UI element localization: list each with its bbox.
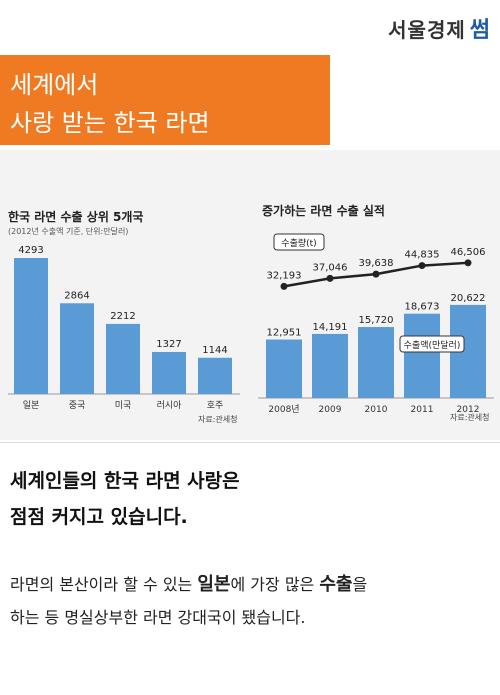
chart2-legend-bar: 수출액(만달러) (404, 339, 461, 351)
chart1-title: 한국 라면 수출 상위 5개국 (8, 210, 144, 224)
chart2-bar (312, 333, 348, 398)
headline-line-1: 세계인들의 한국 라면 사랑은 (10, 470, 240, 492)
chart1-bar (14, 258, 48, 394)
chart2-line-point (418, 262, 426, 270)
chart2-line-label: 46,506 (451, 247, 486, 258)
chart2-bar (358, 327, 394, 398)
chart2-bar-label: 20,622 (451, 293, 486, 304)
chart1-tick-label: 러시아 (157, 400, 183, 411)
charts-panel: 한국 라면 수출 상위 5개국 (2012년 수출액 기준, 단위:만달러) 4… (0, 150, 500, 440)
chart2-tick-label: 2010 (365, 405, 388, 415)
headline-line-2: 점점 커지고 있습니다. (10, 506, 188, 528)
chart2-line-point (326, 274, 334, 282)
chart1-subtitle: (2012년 수출액 기준, 단위:만달러) (8, 227, 129, 236)
chart1-tick-label: 미국 (115, 400, 132, 411)
chart1-bar (152, 351, 186, 394)
chart2-legend-bar-box (399, 335, 465, 353)
chart2-line-label: 37,046 (313, 262, 348, 273)
title-banner: 세계에서 사랑 받는 한국 라면 (0, 55, 330, 145)
chart2-line-point (464, 259, 472, 267)
chart1-bar (106, 323, 140, 394)
body-line-1: 라면의 본산이라 할 수 있는 일본에 가장 많은 수출을 (10, 570, 367, 596)
chart2-title: 증가하는 라면 수출 실적 (262, 204, 385, 218)
chart2-bar-label: 18,673 (405, 302, 440, 313)
chart2-line-label: 32,193 (267, 270, 302, 281)
chart1-bar (198, 357, 232, 394)
body-emphasis-export: 수출 (319, 574, 353, 595)
chart2-line-label: 39,638 (359, 258, 394, 269)
body-line-2: 하는 등 명실상부한 라면 강대국이 됐습니다. (10, 608, 306, 627)
chart1-source: 자료:관세청 (198, 415, 238, 424)
chart1-data-label: 4293 (18, 245, 43, 256)
chart2-bar (266, 339, 302, 398)
chart2-bar-label: 15,720 (359, 315, 394, 326)
logo-mark-icon: 썸 (469, 17, 490, 43)
chart1-tick-label: 호주 (207, 400, 224, 411)
chart1-data-label: 2212 (110, 311, 135, 322)
logo-text: 서울경제 (388, 17, 466, 42)
chart1-data-label: 1327 (156, 339, 181, 350)
title-line-2: 사랑 받는 한국 라면 (10, 109, 210, 137)
chart2-bar-label: 12,951 (267, 328, 302, 339)
chart1-tick-label: 일본 (23, 400, 40, 411)
chart1-data-label: 2864 (64, 290, 89, 301)
body-text: 에 가장 많은 (230, 575, 320, 594)
chart2-source: 자료:관세청 (450, 413, 490, 422)
body-text: 을 (352, 575, 368, 594)
chart2-tick-label: 2011 (411, 405, 434, 415)
chart2-svg: 12,951 2008년 14,191 2009 15,720 2010 18,673 201… (258, 233, 494, 415)
chart2-line-point (280, 282, 288, 290)
chart2-bar (404, 313, 440, 398)
body-emphasis-japan: 일본 (197, 574, 231, 595)
chart1-bar (60, 303, 94, 394)
title-line-1: 세계에서 (10, 71, 99, 99)
divider (0, 442, 500, 443)
chart2-line-point (372, 270, 380, 278)
chart2-legend-line: 수출량(t) (281, 237, 316, 249)
body-text: 라면의 본산이라 할 수 있는 (10, 575, 198, 594)
chart2-legend-line-box (273, 233, 325, 251)
chart2-line-label: 44,835 (405, 250, 440, 261)
chart2-bar-label: 14,191 (313, 322, 348, 333)
chart1-svg: 4293 일본 2864 중국 2212 미국 1327 러시아 1144 호주 (8, 245, 240, 411)
header: 서울경제 썸 (0, 0, 500, 50)
chart2-tick-label: 2008년 (268, 404, 299, 415)
logo[interactable]: 서울경제 썸 (388, 12, 490, 44)
chart1-data-label: 1144 (202, 345, 227, 356)
chart1-tick-label: 중국 (69, 400, 86, 411)
chart2-tick-label: 2009 (319, 405, 342, 415)
chart2-tick-label: 2012 (457, 405, 480, 415)
